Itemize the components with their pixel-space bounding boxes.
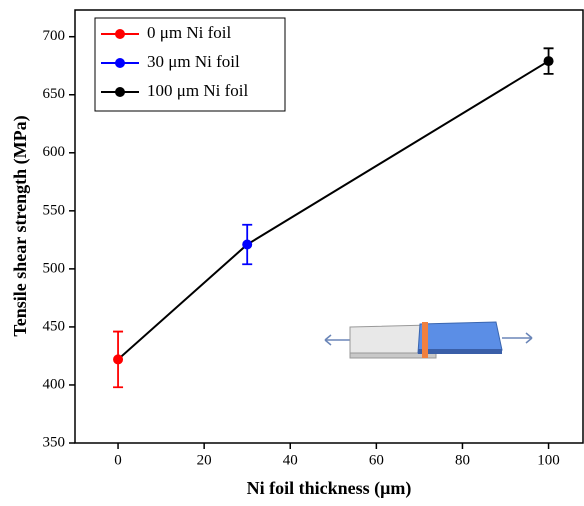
x-axis-label: Ni foil thickness (μm) bbox=[247, 478, 412, 499]
specimen-illustration bbox=[324, 321, 533, 359]
x-tick-label: 0 bbox=[114, 452, 122, 468]
y-tick-label: 450 bbox=[43, 318, 66, 334]
x-tick-label: 100 bbox=[537, 452, 560, 468]
y-tick-label: 700 bbox=[43, 28, 66, 44]
legend-label: 30 μm Ni foil bbox=[147, 52, 240, 71]
y-tick-label: 600 bbox=[43, 144, 66, 160]
y-tick-label: 400 bbox=[43, 376, 66, 392]
x-tick-label: 60 bbox=[369, 452, 384, 468]
legend-label: 0 μm Ni foil bbox=[147, 23, 231, 42]
legend-marker bbox=[115, 29, 125, 39]
data-point bbox=[113, 354, 124, 365]
y-axis-label: Tensile shear strength (MPa) bbox=[10, 115, 31, 336]
legend-marker bbox=[115, 58, 125, 68]
y-tick-label: 500 bbox=[43, 260, 66, 276]
data-point bbox=[543, 56, 554, 67]
y-tick-label: 650 bbox=[43, 86, 66, 102]
x-tick-label: 80 bbox=[455, 452, 470, 468]
y-tick-label: 550 bbox=[43, 202, 66, 218]
plot-frame bbox=[74, 9, 584, 444]
legend-marker bbox=[115, 87, 125, 97]
y-tick-label: 350 bbox=[43, 434, 66, 450]
legend-label: 100 μm Ni foil bbox=[147, 81, 248, 100]
data-point bbox=[242, 239, 253, 250]
x-tick-label: 40 bbox=[283, 452, 298, 468]
x-tick-label: 20 bbox=[197, 452, 212, 468]
